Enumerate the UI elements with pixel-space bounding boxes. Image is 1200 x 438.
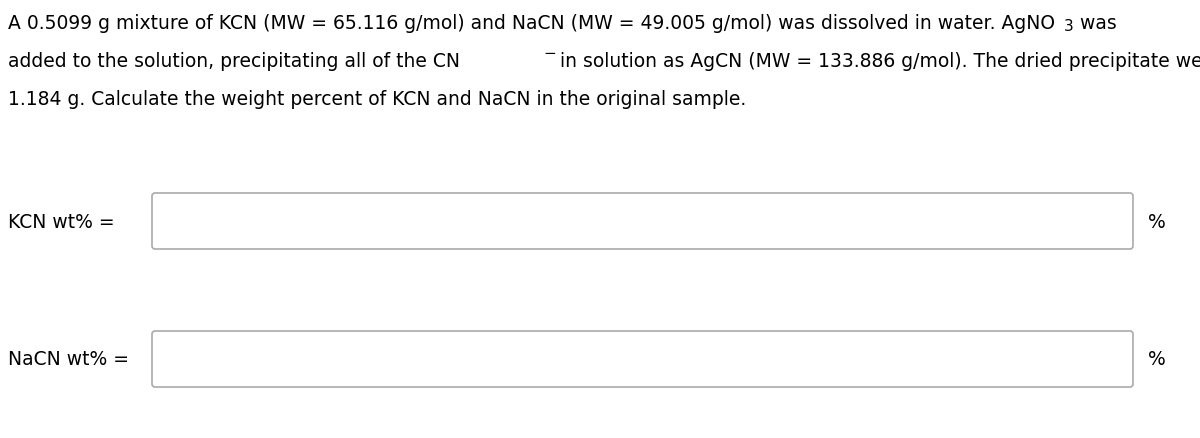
Text: %: % (1148, 212, 1165, 231)
Text: NaCN wt% =: NaCN wt% = (8, 350, 130, 369)
FancyBboxPatch shape (152, 194, 1133, 249)
Text: %: % (1148, 350, 1165, 369)
Text: 1.184 g. Calculate the weight percent of KCN and NaCN in the original sample.: 1.184 g. Calculate the weight percent of… (8, 90, 746, 109)
Text: KCN wt% =: KCN wt% = (8, 212, 115, 231)
Text: added to the solution, precipitating all of the CN: added to the solution, precipitating all… (8, 52, 460, 71)
Text: was: was (1074, 14, 1117, 33)
Text: 3: 3 (1064, 19, 1074, 34)
FancyBboxPatch shape (152, 331, 1133, 387)
Text: A 0.5099 g mixture of KCN (MW = 65.116 g/mol) and NaCN (MW = 49.005 g/mol) was d: A 0.5099 g mixture of KCN (MW = 65.116 g… (8, 14, 1055, 33)
Text: in solution as AgCN (MW = 133.886 g/mol). The dried precipitate weighed: in solution as AgCN (MW = 133.886 g/mol)… (554, 52, 1200, 71)
Text: −: − (542, 46, 556, 61)
